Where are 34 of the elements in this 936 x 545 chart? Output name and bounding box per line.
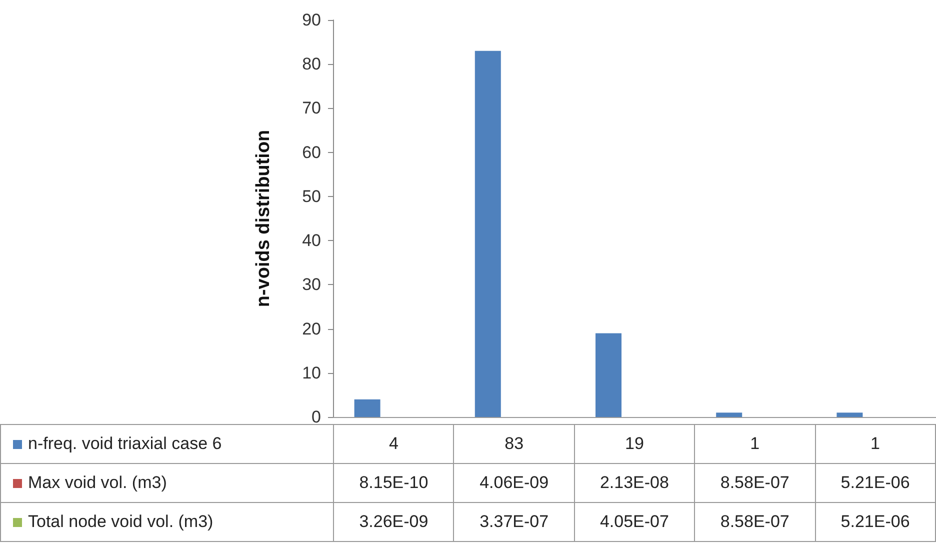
data-label: 3.37E-07	[454, 502, 574, 542]
y-tick-label: 80	[302, 54, 321, 74]
data-label: 4.05E-07	[574, 502, 695, 542]
data-label: 4	[334, 424, 454, 464]
data-label: 8.58E-07	[694, 464, 816, 502]
y-tick-label: 50	[302, 186, 321, 206]
y-tick-label: 30	[302, 275, 321, 294]
data-label: 5.21E-06	[815, 502, 936, 542]
data-label: 1	[815, 424, 936, 464]
data-label: 8.58E-07	[694, 502, 816, 542]
bar	[474, 50, 501, 417]
legend-label: Max void vol. (m3)	[0, 464, 334, 502]
bar	[354, 399, 380, 417]
data-label: 4.06E-09	[454, 464, 574, 502]
y-tick-label: 0	[312, 408, 321, 426]
legend-label: Total node void vol. (m3)	[0, 502, 334, 542]
y-tick-label: 10	[302, 363, 321, 382]
legend-label: n-freq. void triaxial case 6	[28, 434, 222, 453]
y-axis-title: n-voids distribution	[253, 130, 274, 308]
bar	[596, 333, 622, 417]
data-label: 83	[454, 424, 574, 464]
data-label: 1	[694, 424, 816, 464]
bar	[836, 412, 863, 417]
data-label: 2.13E-08	[574, 464, 695, 502]
y-tick-label: 70	[302, 98, 321, 118]
y-tick-label: 90	[302, 10, 321, 30]
data-label: 3.26E-09	[334, 502, 454, 542]
y-tick-label: 40	[302, 231, 321, 250]
bar	[716, 412, 742, 417]
data-label: 5.21E-06	[815, 464, 936, 502]
y-tick-label: 20	[302, 319, 321, 338]
data-label: 8.15E-10	[334, 464, 454, 502]
y-tick-label: 60	[302, 142, 321, 162]
data-label: 19	[574, 424, 695, 464]
